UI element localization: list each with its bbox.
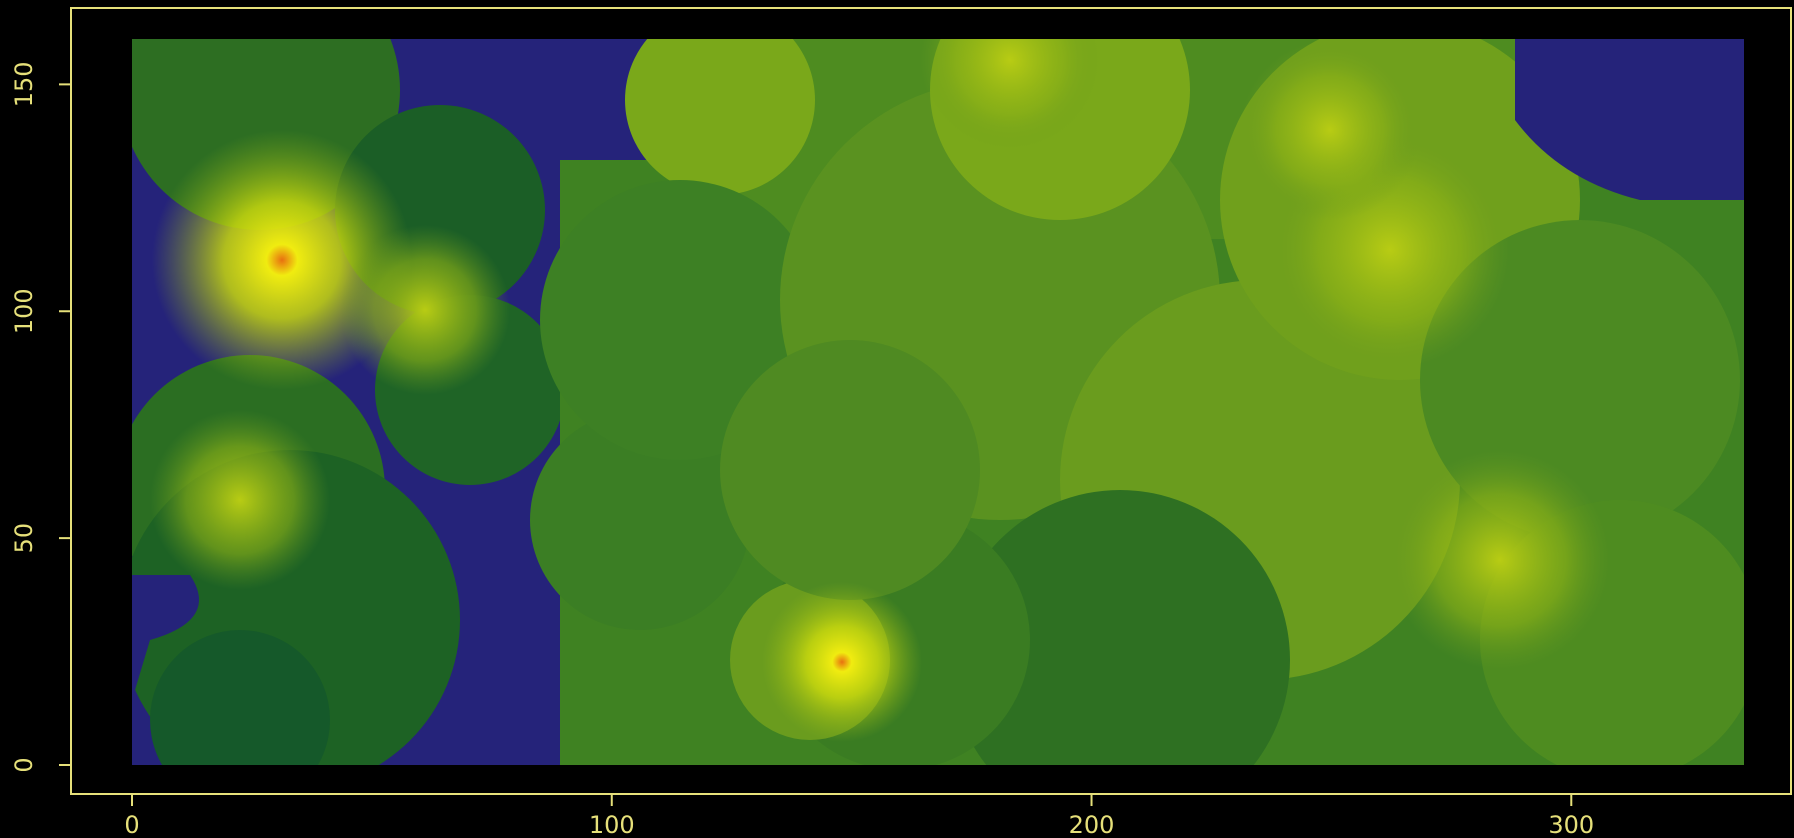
x-tick-label: 300: [1548, 811, 1594, 838]
field-disc: [625, 39, 815, 195]
y-tick-label: 0: [10, 757, 38, 772]
hotspot-glow: [340, 225, 510, 395]
x-tick-label: 100: [589, 811, 635, 838]
void-region: [1515, 39, 1744, 200]
x-tick-label: 200: [1069, 811, 1115, 838]
hotspot-glow: [1240, 40, 1420, 220]
hotspot-glow: [920, 39, 1100, 150]
hotspot-glow: [762, 582, 922, 742]
field-disc: [530, 410, 750, 630]
hotspot-glow: [150, 410, 330, 590]
heatmap-layer: [132, 39, 1744, 765]
x-tick-label: 0: [124, 811, 139, 838]
field-disc: [720, 340, 980, 600]
y-tick-label: 100: [10, 288, 38, 334]
y-tick-label: 150: [10, 61, 38, 107]
void-region: [132, 575, 199, 700]
field-disc: [950, 490, 1290, 765]
y-axis: 0 50 100 150: [10, 61, 72, 773]
y-tick-label: 50: [10, 523, 38, 554]
hotspot-glow: [1390, 450, 1610, 670]
field-disc: [150, 630, 330, 765]
x-axis: 0 100 200 300: [124, 793, 1594, 838]
